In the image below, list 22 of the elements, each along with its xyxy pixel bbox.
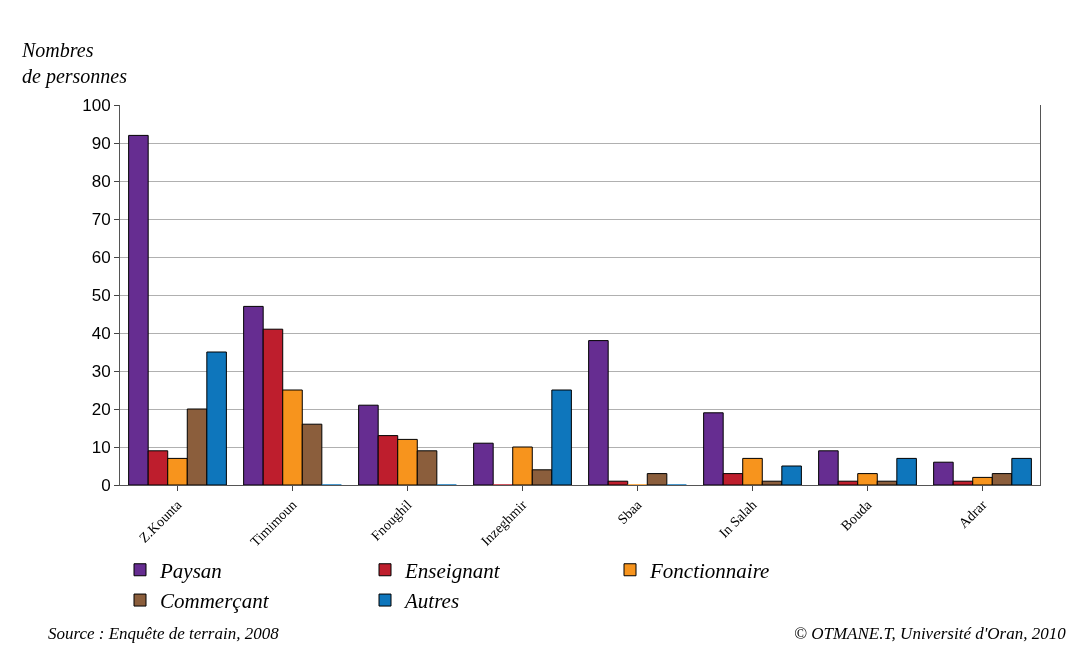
bar: [473, 442, 494, 485]
legend-label: Commerçant: [160, 589, 270, 614]
text: © OTMANE.T, Université d'Oran, 2010: [794, 624, 1067, 643]
y-axis-title: Nombres de personnes: [21, 39, 128, 88]
y-tick-label: 100: [82, 95, 111, 115]
y-tick-label: 40: [91, 323, 111, 343]
legend-label: Paysan: [159, 558, 222, 583]
y-tick-label: 30: [91, 361, 111, 381]
y-tick-label: 70: [91, 209, 111, 229]
y-tick-label: 10: [91, 437, 111, 457]
legend-label: Enseignant: [404, 558, 501, 583]
legend-label: Autres: [403, 589, 460, 614]
x-tick-label: Sbaa: [614, 496, 646, 528]
y-tick-label: 20: [91, 399, 111, 419]
y-tick-label: 60: [91, 247, 111, 267]
legend-label: Fonctionnaire: [649, 558, 770, 583]
y-tick-label: 0: [101, 475, 111, 495]
y-tick-label: 90: [91, 133, 111, 153]
source-note: Source : Enquête de terrain, 2008: [48, 624, 280, 643]
y-tick-label: 80: [91, 171, 111, 191]
bar: [646, 473, 668, 485]
y-tick-label: 50: [91, 285, 111, 305]
